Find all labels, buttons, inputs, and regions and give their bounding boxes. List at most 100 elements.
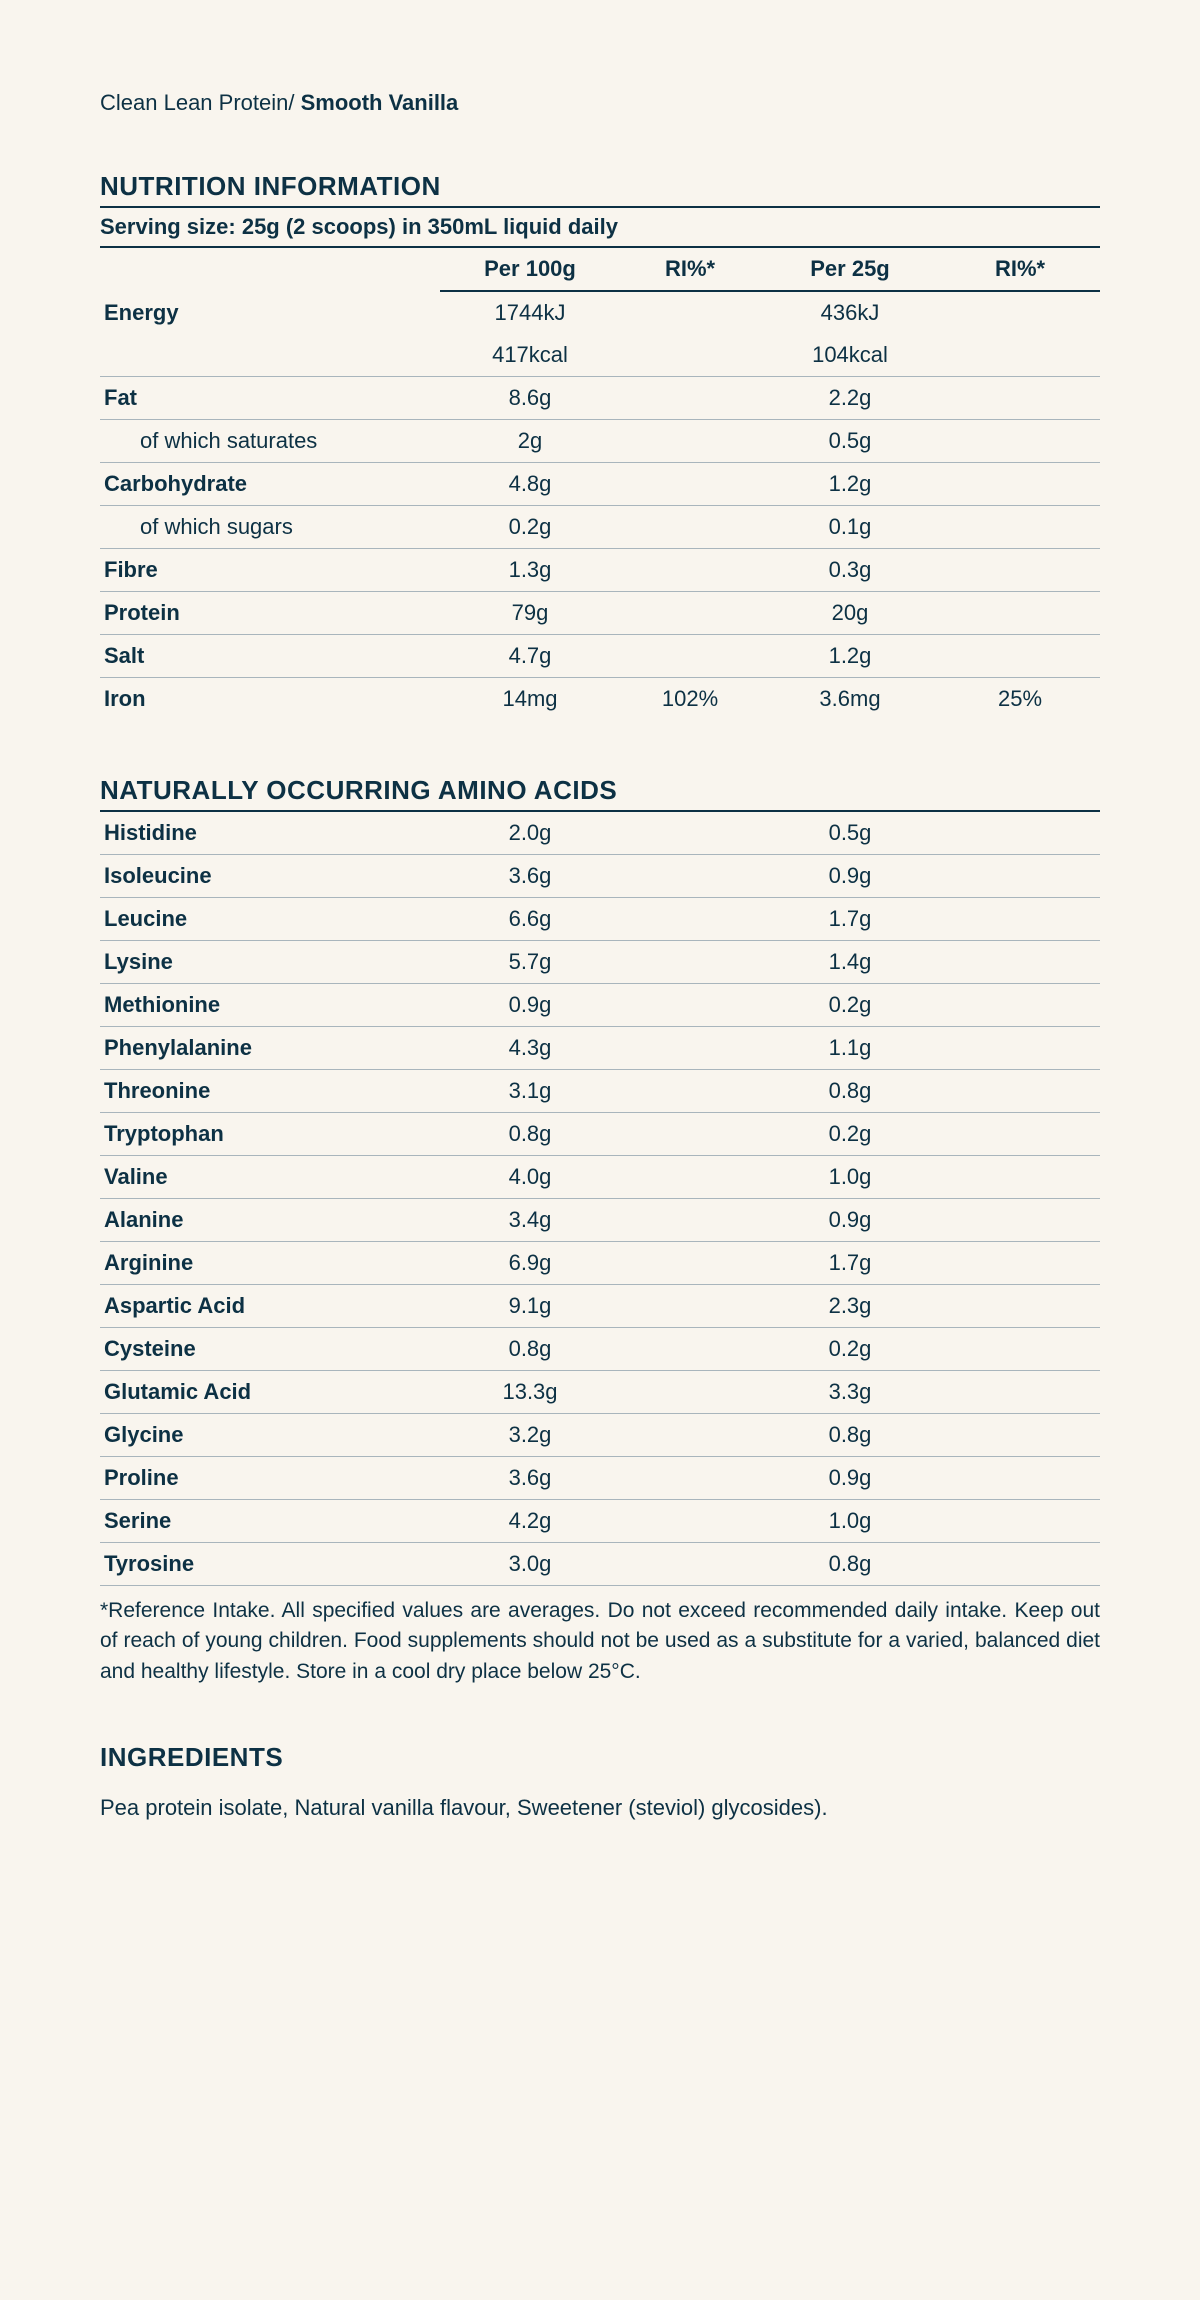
cell: 3.6g <box>440 1457 620 1500</box>
cell: 3.1g <box>440 1070 620 1113</box>
table-header-row: Per 100g RI%* Per 25g RI%* <box>100 248 1100 291</box>
table-row: Proline3.6g0.9g <box>100 1457 1100 1500</box>
cell: 0.9g <box>760 1199 940 1242</box>
cell-per25: 0.1g <box>760 506 940 549</box>
cell: 0.8g <box>760 1414 940 1457</box>
amino-title: NATURALLY OCCURRING AMINO ACIDS <box>100 775 1100 812</box>
cell-per100: 2g <box>440 420 620 463</box>
ingredients-title: INGREDIENTS <box>100 1742 1100 1777</box>
table-row: of which sugars0.2g 0.1g <box>100 506 1100 549</box>
cell-ri2: 25% <box>940 678 1100 721</box>
row-label: Salt <box>100 635 440 678</box>
cell-per25: 0.3g <box>760 549 940 592</box>
cell: 0.5g <box>760 812 940 855</box>
table-row: Leucine6.6g1.7g <box>100 898 1100 941</box>
cell: 3.3g <box>760 1371 940 1414</box>
cell <box>620 1156 760 1199</box>
table-row: Valine4.0g1.0g <box>100 1156 1100 1199</box>
cell-ri1: 102% <box>620 678 760 721</box>
cell <box>940 941 1100 984</box>
table-row: Fibre1.3g0.3g <box>100 549 1100 592</box>
cell-per100: 8.6g <box>440 377 620 420</box>
cell: 2.3g <box>760 1285 940 1328</box>
table-row: of which saturates2g0.5g <box>100 420 1100 463</box>
cell <box>620 1113 760 1156</box>
table-row: Tyrosine3.0g0.8g <box>100 1543 1100 1586</box>
cell: 2.0g <box>440 812 620 855</box>
row-label: Methionine <box>100 984 440 1027</box>
cell-ri1 <box>620 549 760 592</box>
row-label: Histidine <box>100 812 440 855</box>
cell <box>940 1027 1100 1070</box>
cell <box>940 812 1100 855</box>
row-label: Phenylalanine <box>100 1027 440 1070</box>
cell-ri1 <box>620 420 760 463</box>
cell-per100: 0.2g <box>440 506 620 549</box>
cell-per25: 1.2g <box>760 463 940 506</box>
table-row: Fat8.6g2.2g <box>100 377 1100 420</box>
row-label: Aspartic Acid <box>100 1285 440 1328</box>
cell <box>620 1543 760 1586</box>
cell <box>940 1457 1100 1500</box>
table-row: Isoleucine3.6g0.9g <box>100 855 1100 898</box>
cell: 0.2g <box>760 1328 940 1371</box>
row-label: of which saturates <box>100 420 440 463</box>
cell-per25: 20g <box>760 592 940 635</box>
cell-per100: 14mg <box>440 678 620 721</box>
cell <box>940 1328 1100 1371</box>
row-label: Protein <box>100 592 440 635</box>
serving-size: Serving size: 25g (2 scoops) in 350mL li… <box>100 208 1100 248</box>
row-label: Isoleucine <box>100 855 440 898</box>
row-label: Alanine <box>100 1199 440 1242</box>
amino-table: Histidine2.0g0.5gIsoleucine3.6g0.9gLeuci… <box>100 812 1100 1586</box>
cell: 4.3g <box>440 1027 620 1070</box>
table-row: Alanine3.4g 0.9g <box>100 1199 1100 1242</box>
cell-ri2 <box>940 420 1100 463</box>
header-ri2: RI%* <box>940 248 1100 291</box>
ingredients-text: Pea protein isolate, Natural vanilla fla… <box>100 1791 860 1824</box>
cell <box>620 1285 760 1328</box>
table-row: Cysteine0.8g0.2g <box>100 1328 1100 1371</box>
row-label: Serine <box>100 1500 440 1543</box>
breadcrumb-prefix: Clean Lean Protein/ <box>100 90 301 115</box>
cell <box>620 1070 760 1113</box>
table-row: Histidine2.0g 0.5g <box>100 812 1100 855</box>
table-row: Threonine3.1g0.8g <box>100 1070 1100 1113</box>
header-ri1: RI%* <box>620 248 760 291</box>
nutrition-title: NUTRITION INFORMATION <box>100 171 1100 208</box>
cell-ri2 <box>940 291 1100 334</box>
table-row: Phenylalanine4.3g 1.1g <box>100 1027 1100 1070</box>
cell-per100: 4.8g <box>440 463 620 506</box>
cell-ri1 <box>620 463 760 506</box>
cell: 3.0g <box>440 1543 620 1586</box>
row-label: Fat <box>100 377 440 420</box>
cell-per100: 1.3g <box>440 549 620 592</box>
row-label: Energy <box>100 291 440 334</box>
row-label: Leucine <box>100 898 440 941</box>
cell-ri2 <box>940 549 1100 592</box>
cell-ri2 <box>940 506 1100 549</box>
row-label: of which sugars <box>100 506 440 549</box>
cell-per100: 79g <box>440 592 620 635</box>
cell <box>620 1414 760 1457</box>
cell-per25: 3.6mg <box>760 678 940 721</box>
table-row: 417kcal104kcal <box>100 334 1100 377</box>
cell: 0.8g <box>760 1543 940 1586</box>
cell <box>620 1328 760 1371</box>
cell-ri1 <box>620 291 760 334</box>
cell: 3.4g <box>440 1199 620 1242</box>
table-row: Protein79g 20g <box>100 592 1100 635</box>
cell-per100: 1744kJ <box>440 291 620 334</box>
cell <box>940 1070 1100 1113</box>
cell: 1.0g <box>760 1156 940 1199</box>
cell <box>940 1543 1100 1586</box>
cell <box>620 1371 760 1414</box>
cell <box>620 1027 760 1070</box>
cell: 0.9g <box>760 1457 940 1500</box>
cell <box>940 1156 1100 1199</box>
cell <box>940 898 1100 941</box>
cell-ri2 <box>940 635 1100 678</box>
cell: 0.8g <box>440 1328 620 1371</box>
cell: 1.1g <box>760 1027 940 1070</box>
row-label: Valine <box>100 1156 440 1199</box>
